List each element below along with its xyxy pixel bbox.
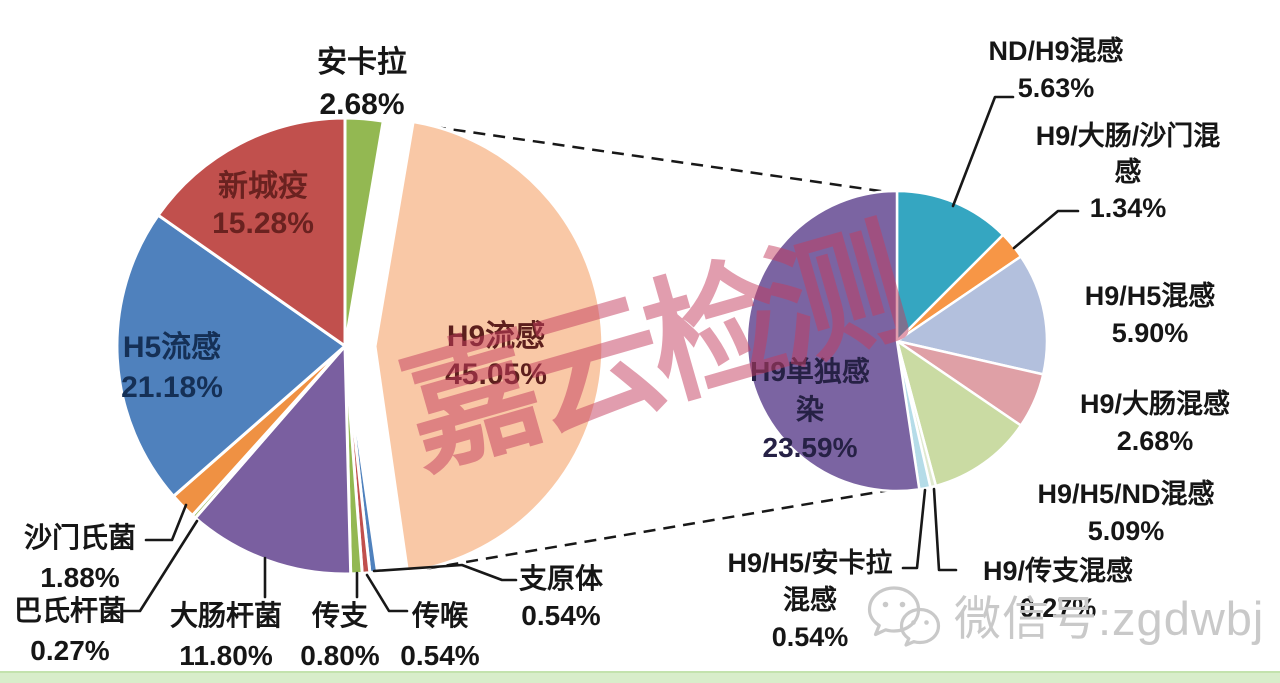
leader-line-mycoplasma — [372, 563, 518, 582]
pie-slice-ankara — [343, 116, 385, 348]
leader-line-ilt — [365, 573, 409, 613]
pie-slice-h9-h5 — [895, 255, 1049, 376]
pie-slice-h5-flu — [115, 213, 347, 498]
leader-line-pasteurella — [120, 519, 199, 613]
footer-green-bar — [0, 671, 1280, 683]
leader-line-h9-ecoli-salmonella — [1012, 209, 1080, 250]
leader-line-h9-h5-ankara — [901, 488, 927, 570]
pie-slice-ecoli — [193, 344, 353, 576]
pie-slice-h9-only — [745, 189, 921, 493]
pie-slice-nd — [156, 116, 347, 348]
series-line-1 — [406, 487, 897, 574]
pie-slice-h9-flu — [373, 120, 605, 574]
secondary-pie — [745, 189, 1049, 493]
main-pie — [115, 116, 605, 576]
leader-line-nd-h9 — [951, 95, 1015, 208]
series-line-0 — [413, 122, 895, 195]
leader-line-salmonella — [144, 503, 188, 542]
pie-slice-h9-h5-nd — [895, 339, 1023, 488]
leader-line-h9-ib — [932, 487, 958, 572]
